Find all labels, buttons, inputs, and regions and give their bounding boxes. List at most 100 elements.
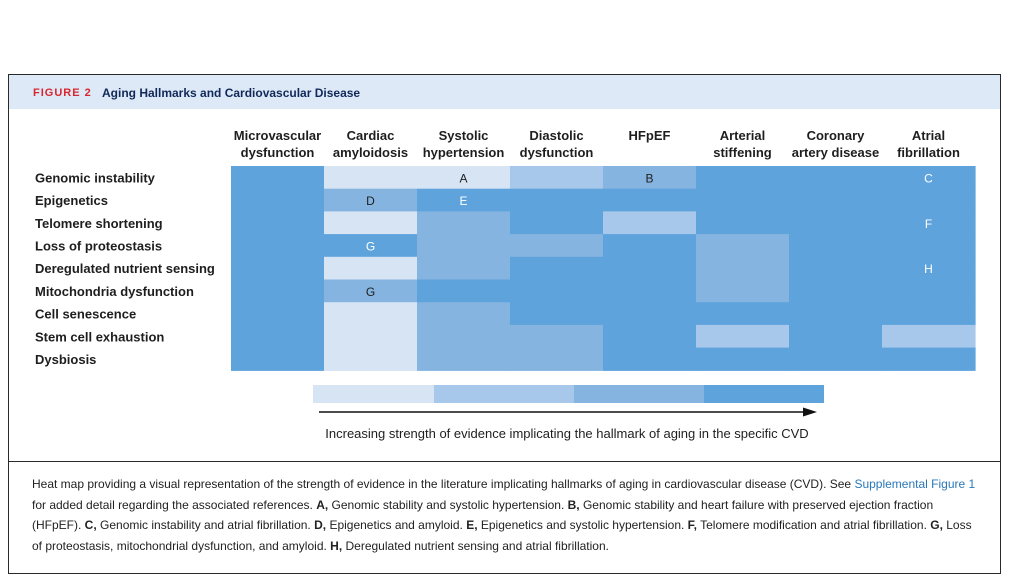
heatmap-cell [510, 256, 604, 281]
heatmap-cell [696, 256, 790, 281]
cell-annotation: E [459, 194, 467, 208]
heatmap-cell [417, 324, 511, 349]
heatmap-cell [231, 211, 325, 235]
heatmap-cell [789, 234, 883, 258]
heatmap-cell [603, 279, 697, 303]
heatmap-chart: Microvascular dysfunction Cardiac amyloidos… [9, 109, 1000, 461]
row-label: Mitochondria dysfunction [35, 284, 194, 299]
heatmap-cell [882, 234, 976, 258]
heatmap-cell [417, 302, 511, 326]
heatmap-cell [603, 347, 697, 371]
caption-intro: Heat map providing a visual representati… [32, 477, 855, 491]
heatmap-cell [882, 324, 976, 349]
row-label: Deregulated nutrient sensing [35, 261, 215, 276]
caption-item-text: Epigenetics and systolic hypertension. [477, 518, 688, 532]
heatmap-cell [696, 279, 790, 303]
heatmap-cell [603, 302, 697, 326]
heatmap-cell [696, 166, 790, 190]
legend-scale-segment [574, 385, 704, 403]
heatmap-cell [603, 211, 697, 235]
heatmap-cell [417, 166, 511, 190]
caption-item-text: Genomic stability and systolic hypertens… [328, 497, 568, 512]
cell-annotation: F [925, 217, 932, 231]
caption-divider [9, 461, 1000, 462]
legend-scale-segment [313, 385, 434, 403]
column-header: Atrial [912, 128, 945, 143]
heatmap-cell [882, 188, 976, 212]
heatmap-cell [789, 324, 883, 349]
caption-item-key: C, [84, 518, 97, 532]
caption-item-text: Epigenetics and amyloid. [326, 518, 467, 532]
heatmap-cell [882, 302, 976, 326]
heatmap-cell [789, 188, 883, 212]
heatmap-cell [510, 211, 604, 235]
column-header: dysfunction [520, 145, 594, 160]
heatmap-cell [696, 302, 790, 326]
column-header: hypertension [423, 145, 505, 160]
heatmap-svg: Microvascular dysfunction Cardiac amyloidos… [35, 128, 976, 441]
legend-scale-segment [434, 385, 574, 403]
cell-annotation: G [366, 285, 375, 299]
heatmap-cell [603, 324, 697, 349]
heatmap-cell [417, 279, 511, 303]
caption-item-key: E, [466, 518, 478, 532]
heatmap-cell [789, 211, 883, 235]
heatmap-cell [882, 211, 976, 235]
column-header: HFpEF [629, 128, 671, 143]
column-header: dysfunction [241, 145, 315, 160]
row-label: Telomere shortening [35, 216, 163, 231]
heatmap-cell [510, 166, 604, 190]
heatmap-cell [417, 347, 511, 371]
caption-item-key: D, [314, 518, 327, 532]
heatmap-cell [882, 166, 976, 190]
heatmap-cell [696, 324, 790, 349]
heatmap-cell [231, 234, 325, 258]
caption-item-key: H, [330, 538, 343, 553]
heatmap-cell [696, 211, 790, 235]
cell-annotation: H [924, 262, 933, 276]
heatmap-cell [324, 211, 418, 235]
caption-after-link: for added detail regarding the associate… [32, 497, 317, 512]
heatmap-cell [882, 279, 976, 303]
row-label: Epigenetics [35, 193, 108, 208]
heatmap-cell [324, 188, 418, 212]
column-header: Arterial [720, 128, 766, 143]
figure-caption: Heat map providing a visual representati… [32, 474, 982, 556]
heatmap-cell [789, 347, 883, 371]
heatmap-cell [231, 166, 325, 190]
caption-item-text: Genomic instability and atrial fibrillat… [96, 518, 315, 532]
heatmap-cell [696, 188, 790, 212]
figure-title-bar: FIGURE 2 Aging Hallmarks and Cardiovascu… [9, 75, 1000, 109]
caption-item-text: Telomere modification and atrial fibrill… [697, 518, 931, 532]
row-label: Genomic instability [35, 170, 156, 185]
heatmap-cell [417, 188, 511, 212]
heatmap-cell [789, 279, 883, 303]
heatmap-cell [603, 188, 697, 212]
heatmap-cell [510, 324, 604, 349]
legend-label: Increasing strength of evidence implicat… [325, 426, 808, 441]
cell-annotation: D [366, 194, 375, 208]
column-header: Systolic [439, 128, 489, 143]
caption-items: A, Genomic stability and systolic hypert… [32, 498, 972, 553]
cell-annotation: C [924, 171, 933, 185]
supplemental-figure-link[interactable]: Supplemental Figure 1 [854, 477, 976, 491]
heatmap-cell [417, 234, 511, 258]
heatmap-cell [882, 347, 976, 371]
heatmap-cell [603, 166, 697, 190]
row-label: Loss of proteostasis [35, 238, 162, 253]
heatmap-cell [231, 347, 325, 371]
heatmap-cell [324, 166, 418, 190]
heatmap-cell [324, 256, 418, 281]
heatmap-cell [603, 234, 697, 258]
legend-scale-segment [704, 385, 824, 403]
column-header: Diastolic [529, 128, 583, 143]
heatmap-cell [324, 279, 418, 303]
caption-item-key: B, [567, 497, 580, 512]
heatmap-cell [603, 256, 697, 281]
column-header: amyloidosis [333, 145, 408, 160]
cell-annotation: G [366, 239, 375, 253]
cell-annotation: A [459, 171, 467, 185]
heatmap-cell [231, 302, 325, 326]
heatmap-cell [417, 256, 511, 281]
column-header: stiffening [713, 145, 772, 160]
